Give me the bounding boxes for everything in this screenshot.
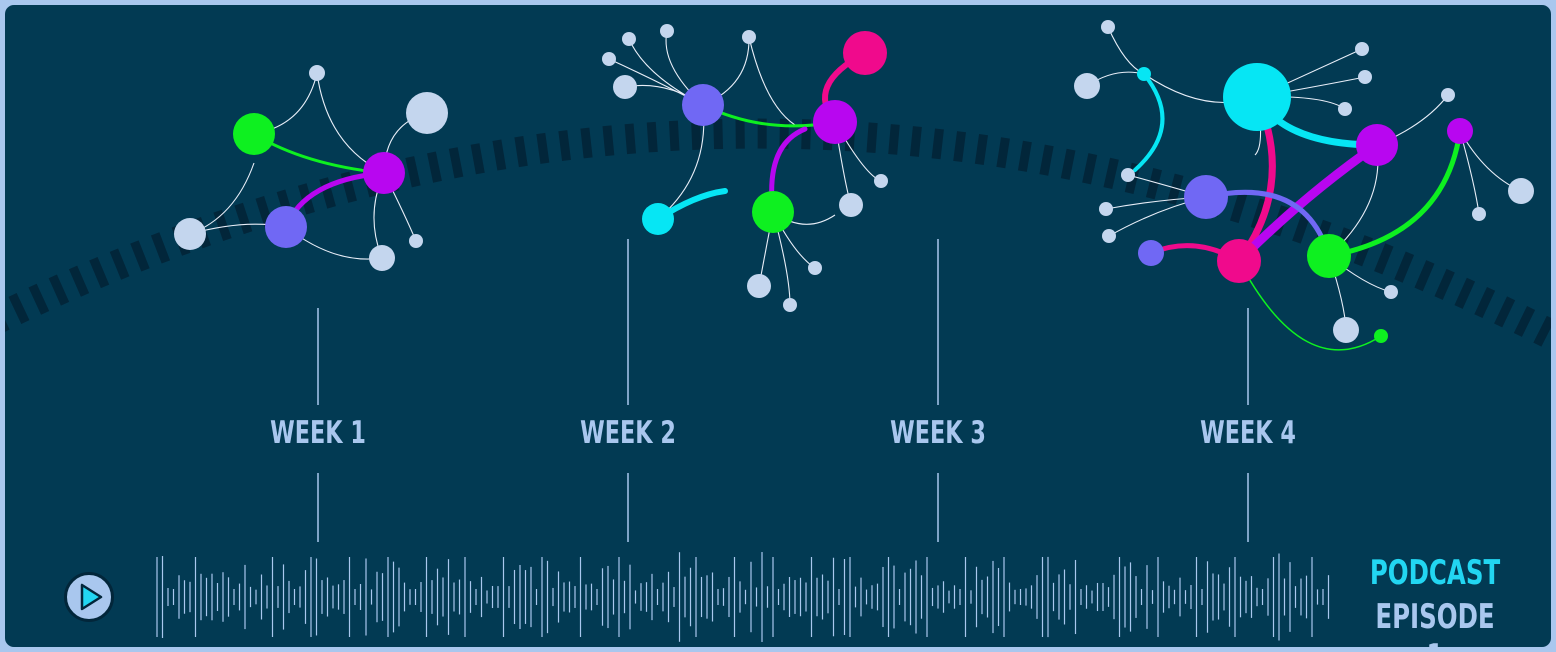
network-node [1223,63,1291,131]
network-thin-link [1107,26,1145,75]
network-node [613,75,637,99]
network-node [1356,124,1398,166]
network-node [874,174,888,188]
network-node [1333,317,1359,343]
network-node [369,245,395,271]
network-node [808,261,822,275]
network-node [1074,73,1100,99]
network-node [843,31,887,75]
network-node [752,191,794,233]
week-3-label: WEEK 3 [890,415,986,451]
network-clusters [174,20,1534,351]
network-node [406,92,448,134]
network-node [1358,70,1372,84]
network-node [174,218,206,250]
network-node [622,32,636,46]
network-node [363,152,405,194]
network-node [1508,178,1534,204]
episode-title: EPISODE 1 [1375,597,1495,647]
network-node [682,84,724,126]
network-node [309,65,325,81]
network-link [1238,260,1382,351]
podcast-title: PODCAST [1369,553,1501,593]
network-node [1338,102,1352,116]
network-node [1099,202,1113,216]
network-node [747,274,771,298]
network-node [1374,329,1388,343]
network-node [1307,234,1351,278]
play-icon [80,583,103,611]
network-node [813,100,857,144]
network-node [1384,285,1398,299]
network-node [839,193,863,217]
network-node [742,30,756,44]
network-node [1217,239,1261,283]
timeline-arc [5,118,1551,352]
network-thin-link [748,36,796,126]
network-node [642,203,674,235]
network-node [1441,88,1455,102]
network-node [409,234,423,248]
network-link [1133,72,1165,172]
network-node [1184,175,1228,219]
network-node [783,298,797,312]
network-node [1101,20,1115,34]
timeline-graphic [5,20,1551,642]
network-link [1326,128,1463,259]
network-node [233,113,275,155]
week-1-label: WEEK 1 [270,415,366,451]
network-node [1121,168,1135,182]
network-node [265,206,307,248]
network-node [1472,207,1486,221]
play-button[interactable] [64,572,114,622]
network-node [660,24,674,38]
audio-waveform[interactable] [156,552,1330,642]
network-node [1137,67,1151,81]
week-tick-lines [317,239,1249,542]
network-node [1447,118,1473,144]
network-node [602,52,616,66]
network-node [1355,42,1369,56]
week-2-label: WEEK 2 [580,415,676,451]
network-node [1138,240,1164,266]
network-node [1102,229,1116,243]
week-4-label: WEEK 4 [1200,415,1296,451]
arc-dashes [5,118,1551,352]
